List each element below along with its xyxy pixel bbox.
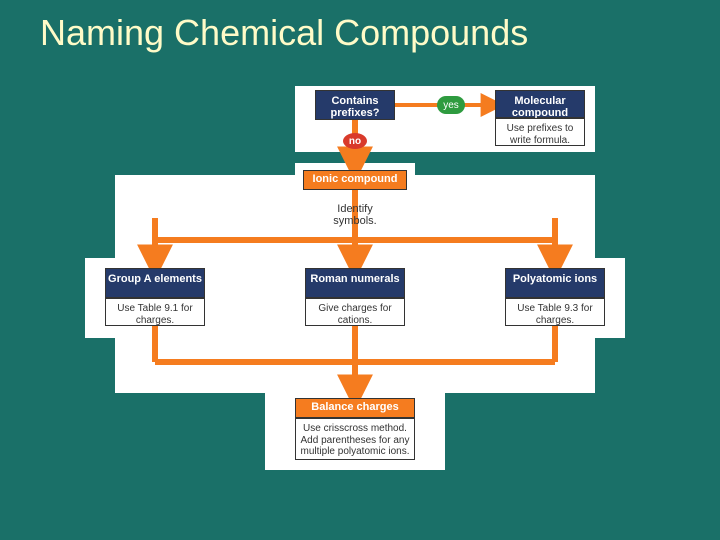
node-contains-prefixes: Contains prefixes? [315, 90, 395, 120]
no-label: no [349, 136, 361, 147]
bg-lower [115, 335, 595, 393]
no-bubble: no [342, 132, 368, 150]
yes-bubble: yes [437, 96, 465, 114]
node-roman-sub: Give charges for cations. [305, 298, 405, 326]
node-group-a-sub: Use Table 9.1 for charges. [105, 298, 205, 326]
node-molecular-sub: Use prefixes to write formula. [495, 118, 585, 146]
node-polyatomic: Polyatomic ions [505, 268, 605, 298]
node-polyatomic-sub: Use Table 9.3 for charges. [505, 298, 605, 326]
strip2 [415, 163, 595, 175]
yes-label: yes [443, 100, 459, 111]
node-balance: Balance charges [295, 398, 415, 418]
node-ionic: Ionic compound [303, 170, 407, 190]
page-title: Naming Chemical Compounds [40, 12, 528, 54]
node-group-a: Group A elements [105, 268, 205, 298]
flowchart-canvas: Contains prefixes? yes Molecular compoun… [85, 90, 645, 510]
node-balance-sub: Use crisscross method. Add parentheses f… [295, 418, 415, 460]
strip1 [115, 163, 295, 175]
node-molecular: Molecular compound [495, 90, 585, 118]
node-roman: Roman numerals [305, 268, 405, 298]
identify-symbols: Identify symbols. [315, 203, 395, 227]
